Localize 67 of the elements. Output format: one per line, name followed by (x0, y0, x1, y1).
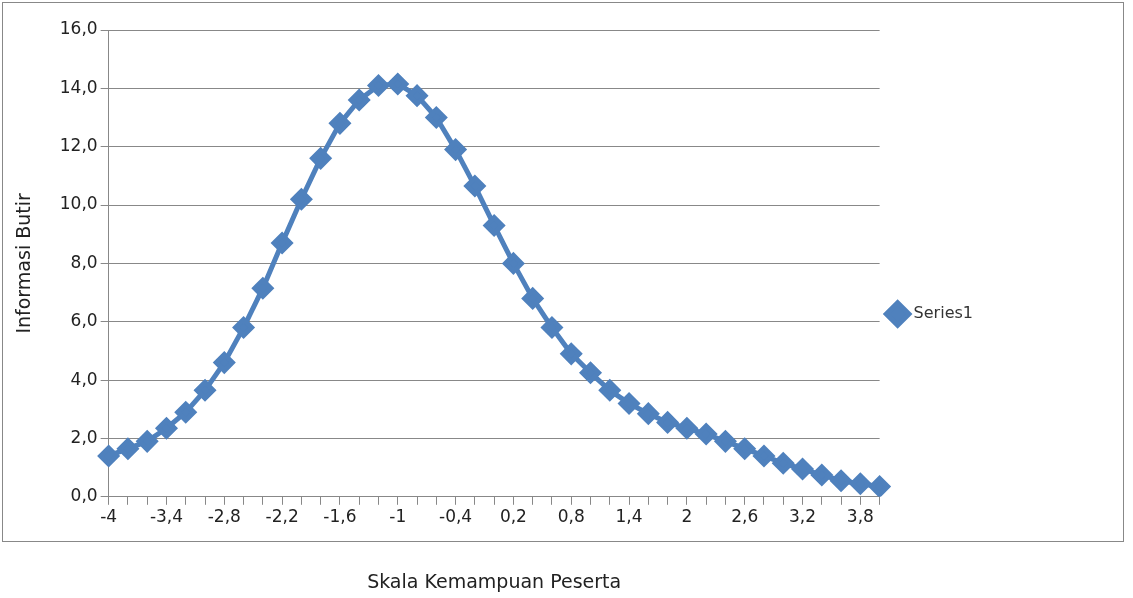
point (714, 430, 736, 452)
y-tick-label: 4,0 (70, 368, 98, 389)
point (290, 188, 312, 210)
y-tick-label: 12,0 (59, 135, 98, 156)
point (811, 464, 833, 486)
point (830, 470, 852, 492)
point (252, 277, 274, 299)
y-tick-label: 2,0 (70, 426, 98, 447)
x-tick-label: -1 (389, 506, 407, 527)
point (155, 417, 177, 439)
point (560, 343, 582, 365)
point (464, 175, 486, 197)
x-tick-label: 3,8 (846, 506, 874, 527)
point (310, 147, 332, 169)
point (580, 362, 602, 384)
point (329, 112, 351, 134)
point (348, 89, 370, 111)
point (483, 214, 505, 236)
point (213, 352, 235, 374)
x-tick-label: -0,4 (439, 506, 473, 527)
point (233, 317, 255, 339)
legend-label: Series1 (913, 303, 974, 323)
x-tick-label: -3,4 (149, 506, 184, 527)
y-tick-label: 10,0 (59, 193, 98, 214)
point (387, 73, 409, 95)
x-tick-label: -2,2 (265, 506, 299, 527)
y-tick-label: 14,0 (59, 76, 98, 97)
point (695, 423, 717, 445)
y-tick-label: 0,0 (70, 485, 98, 506)
point (792, 458, 814, 480)
y-tick-label: 8,0 (70, 251, 98, 272)
x-tick-label: 0,2 (499, 506, 527, 527)
point (618, 392, 640, 414)
point (849, 473, 871, 495)
point (637, 403, 659, 425)
x-tick-label: 2 (681, 506, 693, 527)
point (676, 417, 698, 439)
point (194, 379, 216, 401)
x-tick-label: -1,6 (323, 506, 357, 527)
y-tick-label: 16,0 (59, 18, 98, 39)
x-tick-label: 0,8 (557, 506, 585, 527)
point (425, 107, 447, 129)
point (406, 85, 428, 107)
point (502, 252, 524, 274)
x-tick-label: 1,4 (615, 506, 643, 527)
point (753, 445, 775, 467)
point (175, 401, 197, 423)
point (657, 411, 679, 433)
point (271, 232, 293, 254)
point (869, 476, 891, 497)
y-tick-label: 6,0 (70, 310, 98, 331)
x-tick-label: -2,8 (207, 506, 241, 527)
point (367, 74, 389, 96)
point (522, 287, 544, 309)
point (136, 430, 158, 452)
point (98, 445, 120, 467)
x-tick-label: 3,2 (789, 506, 817, 527)
x-tick-label: 2,6 (731, 506, 759, 527)
point (734, 438, 756, 460)
point (117, 438, 139, 460)
x-tick-label: -4 (100, 506, 118, 527)
y-axis-title: Informasi Butir (12, 193, 35, 334)
point (541, 317, 563, 339)
point (445, 139, 467, 161)
point (772, 452, 794, 474)
point (599, 379, 621, 401)
x-axis-title: Skala Kemampuan Peserta (367, 569, 622, 592)
